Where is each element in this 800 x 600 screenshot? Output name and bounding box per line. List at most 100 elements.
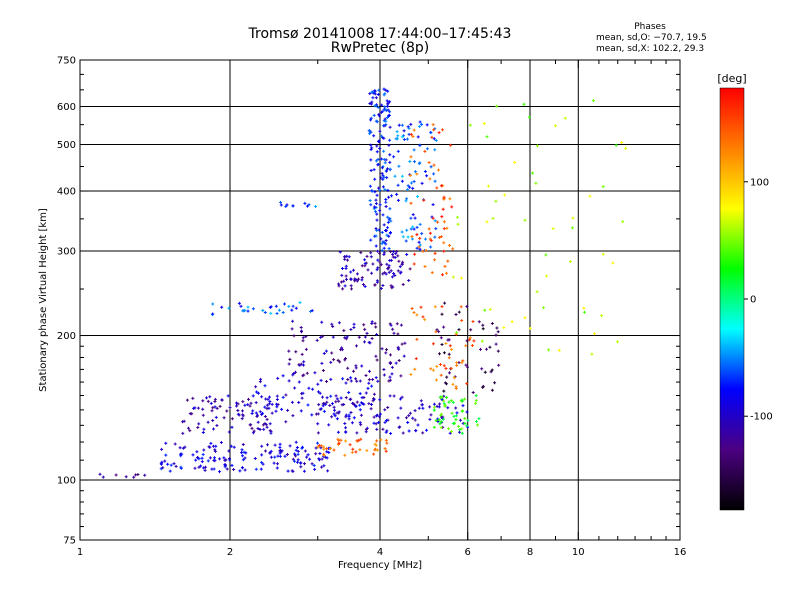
y-tick-label: 200: [57, 331, 76, 342]
data-point: [463, 421, 467, 425]
data-point: [187, 426, 190, 430]
data-point: [330, 351, 334, 355]
data-point: [331, 402, 334, 406]
data-point: [317, 390, 320, 394]
data-point: [382, 223, 386, 227]
data-point: [404, 239, 408, 243]
data-point: [455, 331, 459, 335]
data-point: [291, 469, 295, 473]
data-point: [389, 250, 393, 254]
data-point: [294, 454, 298, 458]
data-point: [352, 268, 355, 272]
data-point: [367, 381, 371, 385]
data-point: [600, 314, 604, 318]
data-point: [275, 312, 279, 315]
data-point: [542, 306, 545, 310]
data-point: [399, 406, 403, 410]
data-point: [472, 339, 476, 343]
data-point: [400, 174, 404, 178]
data-point: [447, 352, 451, 356]
data-point: [411, 213, 415, 217]
data-point: [360, 364, 364, 368]
data-point: [380, 157, 384, 161]
data-point: [438, 352, 441, 356]
data-point: [481, 323, 485, 327]
data-point: [467, 338, 471, 342]
data-point: [263, 422, 267, 425]
data-point: [480, 367, 484, 371]
data-point: [429, 165, 433, 169]
data-point: [287, 362, 291, 366]
data-point: [614, 143, 618, 147]
data-point: [439, 426, 443, 429]
data-point: [241, 443, 245, 446]
data-point: [382, 175, 386, 179]
data-point: [367, 129, 371, 133]
data-point: [332, 358, 336, 362]
data-point: [447, 400, 451, 404]
data-point: [448, 197, 452, 201]
data-point: [446, 338, 450, 342]
data-point: [390, 365, 394, 369]
data-point: [395, 322, 399, 326]
data-point: [376, 106, 380, 109]
data-point: [389, 323, 393, 327]
data-point: [232, 468, 236, 471]
data-point: [468, 123, 472, 127]
data-point: [349, 328, 353, 331]
data-point: [297, 401, 301, 404]
data-point: [201, 399, 205, 403]
data-point: [260, 444, 264, 448]
data-point: [319, 335, 323, 339]
data-point: [338, 250, 342, 254]
data-point: [415, 246, 419, 250]
data-point: [483, 370, 487, 374]
data-point: [327, 423, 331, 427]
data-point: [332, 405, 336, 409]
data-point: [433, 235, 437, 239]
data-point: [220, 305, 224, 309]
data-point: [387, 247, 391, 251]
data-point: [185, 398, 189, 402]
data-point: [334, 400, 338, 404]
data-point: [398, 265, 402, 269]
data-point: [325, 456, 329, 460]
data-point: [439, 396, 443, 400]
data-point: [296, 460, 299, 464]
data-point: [263, 405, 267, 409]
data-point: [376, 157, 380, 161]
data-point: [392, 155, 396, 159]
gridlines: [80, 60, 680, 540]
data-point: [433, 219, 437, 223]
data-point: [374, 96, 378, 100]
data-point: [409, 227, 413, 231]
data-point: [455, 364, 459, 367]
data-point: [319, 378, 323, 382]
data-point: [281, 311, 285, 314]
data-point: [438, 402, 442, 406]
data-point: [303, 462, 306, 466]
data-point: [374, 443, 378, 447]
data-point: [394, 361, 398, 365]
data-point: [225, 467, 229, 471]
data-point: [369, 116, 373, 120]
data-point: [460, 427, 464, 431]
data-point: [389, 258, 393, 262]
data-point: [403, 341, 407, 345]
data-point: [376, 448, 379, 452]
data-point: [372, 205, 376, 209]
data-point: [474, 394, 478, 398]
data-point: [418, 120, 422, 124]
data-point: [413, 160, 416, 164]
data-point: [375, 358, 379, 362]
data-point: [325, 450, 329, 454]
data-point: [398, 271, 402, 275]
data-point: [218, 470, 221, 474]
data-point: [249, 423, 253, 427]
data-point: [424, 237, 427, 241]
data-point: [416, 135, 420, 139]
data-point: [384, 449, 388, 453]
data-point: [255, 390, 259, 394]
data-point: [448, 371, 451, 375]
data-point: [227, 449, 231, 453]
